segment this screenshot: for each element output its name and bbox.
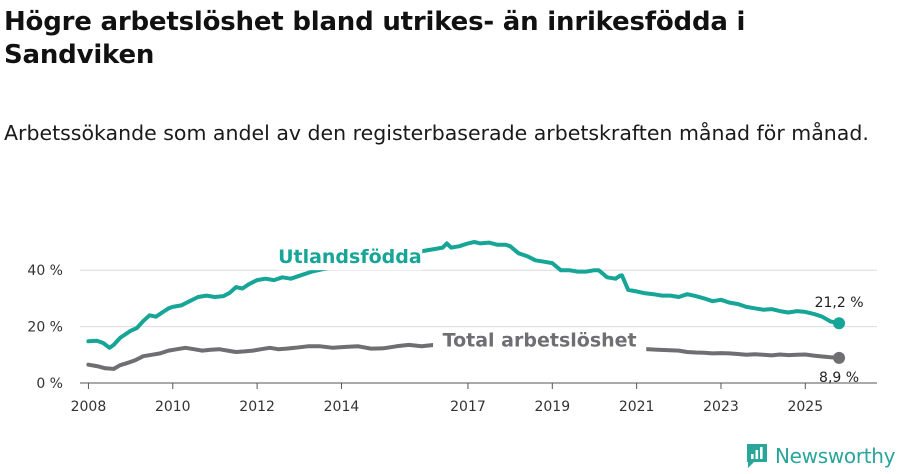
y-tick-label: 0 % <box>36 376 63 392</box>
series-labels: Utlandsfödda 21,2 % Total arbetslöshet 8,9 … <box>277 246 864 386</box>
x-tick-label: 2010 <box>155 399 191 415</box>
x-tick-label: 2019 <box>534 399 570 415</box>
grid-lines <box>80 269 877 328</box>
y-tick-label: 40 % <box>27 263 63 279</box>
x-tick-label: 2021 <box>619 399 655 415</box>
brand-name: Newsworthy <box>775 444 896 468</box>
x-tick-label: 2025 <box>787 399 823 415</box>
end-label-total: 8,9 % <box>819 370 859 386</box>
x-axis: 2008 2010 2012 2014 2017 2019 2021 2023 2025 <box>71 382 877 415</box>
x-tick-label: 2012 <box>239 399 275 415</box>
x-tick-label: 2023 <box>703 399 739 415</box>
series-label-utlandsfodda: Utlandsfödda <box>278 246 422 268</box>
chart-subtitle: Arbetssökande som andel av den registerb… <box>4 121 869 145</box>
series-label-total: Total arbetslöshet <box>443 329 637 351</box>
newsworthy-logo[interactable]: Newsworthy <box>745 442 896 470</box>
y-axis-ticks: 0 % 20 % 40 % <box>27 263 63 392</box>
end-point-total <box>833 351 846 364</box>
x-tick-label: 2014 <box>324 399 360 415</box>
series-lines <box>86 240 846 371</box>
series-line-utlandsfodda <box>86 240 841 350</box>
newsworthy-logo-icon <box>747 444 767 468</box>
series-line-total <box>86 340 841 371</box>
series-label-bg-total <box>433 329 647 354</box>
y-tick-label: 20 % <box>27 320 63 336</box>
end-point-utlandsfodda <box>833 317 846 330</box>
series-label-bg-utlandsfodda <box>277 246 423 271</box>
chart-title: Högre arbetslöshet bland utrikes- än inr… <box>4 7 746 70</box>
end-label-utlandsfodda: 21,2 % <box>815 295 864 311</box>
x-tick-label: 2017 <box>450 399 486 415</box>
x-tick-label: 2008 <box>71 399 107 415</box>
